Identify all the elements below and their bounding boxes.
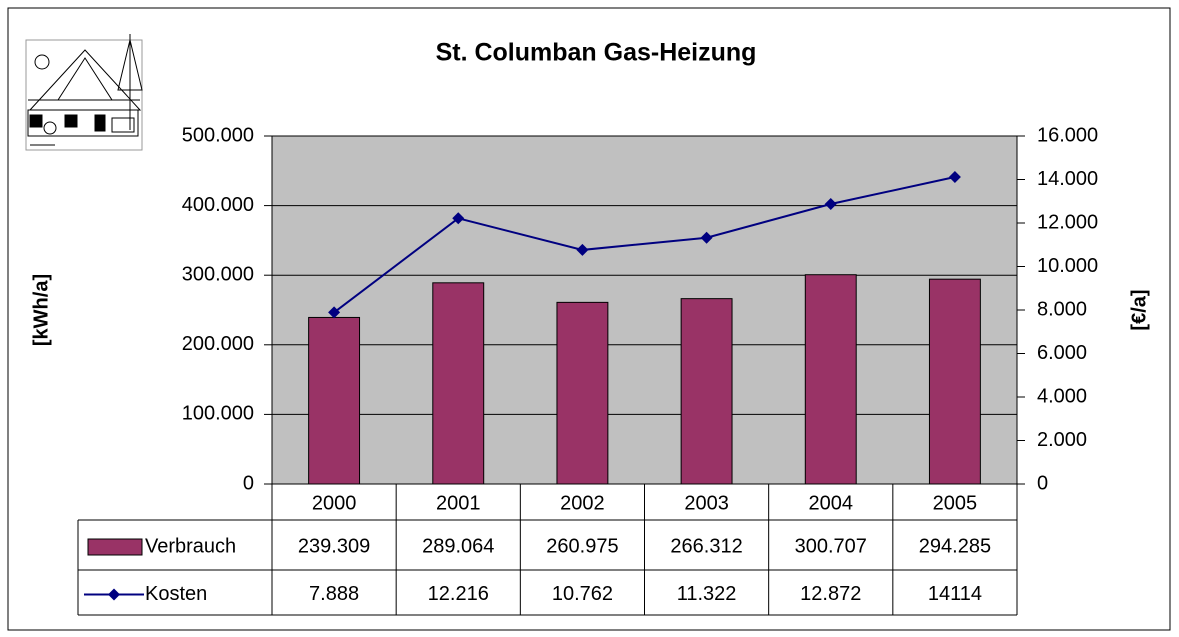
table-value: 266.312 <box>670 535 742 557</box>
table-value: 12.216 <box>428 583 489 605</box>
marker <box>700 231 713 244</box>
y-tick-label: 300.000 <box>182 263 254 285</box>
bar <box>432 282 485 485</box>
bar <box>804 274 857 485</box>
legend-label: Verbrauch <box>145 535 236 557</box>
y-tick-label: 0 <box>243 472 254 494</box>
marker <box>576 243 589 256</box>
legend-marker <box>108 588 120 601</box>
table-value: 12.872 <box>800 583 861 605</box>
legend-swatch <box>87 538 143 556</box>
table-value: 260.975 <box>546 535 618 557</box>
y2-tick-label: 0 <box>1037 472 1048 494</box>
y2-tick-label: 12.000 <box>1037 211 1098 233</box>
x-tick-label: 2005 <box>933 492 978 514</box>
bar <box>928 278 981 485</box>
table-value: 11.322 <box>677 583 737 605</box>
y-axis-title: [kWh/a] <box>30 274 52 346</box>
x-tick-label: 2001 <box>436 492 481 514</box>
bar <box>556 301 609 485</box>
y2-tick-label: 14.000 <box>1037 168 1098 190</box>
x-tick-label: 2003 <box>684 492 729 514</box>
y2-tick-label: 4.000 <box>1037 385 1087 407</box>
y2-tick-label: 16.000 <box>1037 124 1098 146</box>
table-value: 300.707 <box>795 535 867 557</box>
y-tick-label: 400.000 <box>182 194 254 216</box>
table-value: 294.285 <box>919 535 991 557</box>
bar <box>308 316 361 485</box>
bar <box>680 298 733 485</box>
y-tick-label: 500.000 <box>182 124 254 146</box>
y2-tick-label: 8.000 <box>1037 298 1087 320</box>
table-value: 10.762 <box>552 583 613 605</box>
table-value: 14114 <box>928 583 982 605</box>
table-value: 7.888 <box>309 583 359 605</box>
marker <box>948 171 961 184</box>
line <box>333 176 956 314</box>
y2-axis-title: [€/a] <box>1128 289 1150 330</box>
chart-title: St. Columban Gas-Heizung <box>436 39 757 67</box>
legend-label: Kosten <box>145 583 207 605</box>
plot-area <box>272 136 1017 484</box>
y-tick-label: 100.000 <box>182 403 254 425</box>
marker <box>824 198 837 211</box>
marker <box>328 306 341 319</box>
y-tick-label: 200.000 <box>182 333 254 355</box>
house-icon <box>25 34 143 151</box>
x-tick-label: 2000 <box>312 492 357 514</box>
y2-tick-label: 6.000 <box>1037 342 1087 364</box>
x-tick-label: 2002 <box>560 492 605 514</box>
marker <box>452 212 465 225</box>
y2-tick-label: 10.000 <box>1037 255 1098 277</box>
table-value: 289.064 <box>422 535 494 557</box>
x-tick-label: 2004 <box>809 492 854 514</box>
table-value: 239.309 <box>298 535 370 557</box>
y2-tick-label: 2.000 <box>1037 429 1087 451</box>
